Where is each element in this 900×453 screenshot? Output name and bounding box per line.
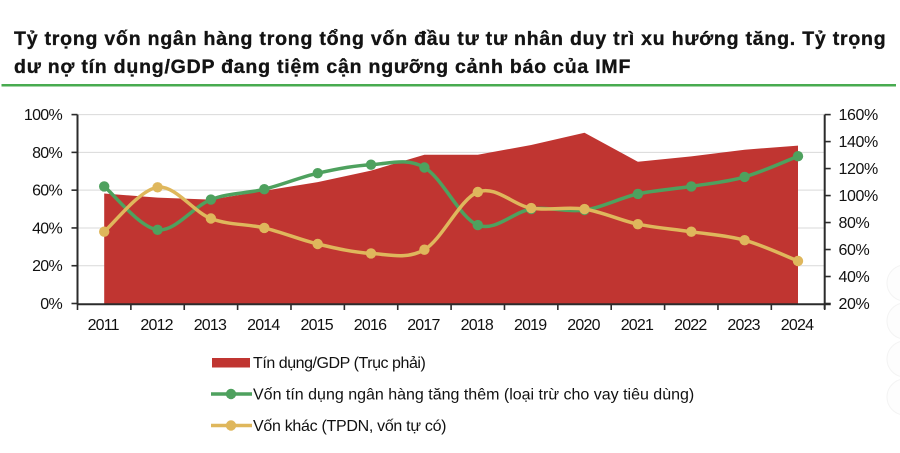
svg-text:2024: 2024 bbox=[781, 317, 814, 334]
svg-text:60%: 60% bbox=[32, 183, 62, 200]
svg-text:Tỷ trọng vốn ngân hàng trong t: Tỷ trọng vốn ngân hàng trong tổng vốn đầ… bbox=[14, 28, 886, 50]
svg-text:Vốn tín dụng ngân hàng tăng th: Vốn tín dụng ngân hàng tăng thêm (loại t… bbox=[253, 387, 694, 404]
svg-text:2012: 2012 bbox=[140, 317, 173, 334]
svg-text:20%: 20% bbox=[32, 258, 62, 275]
svg-text:Tín dụng/GDP (Trục phải): Tín dụng/GDP (Trục phải) bbox=[253, 355, 426, 372]
svg-text:2016: 2016 bbox=[354, 317, 387, 334]
svg-text:140%: 140% bbox=[839, 134, 878, 151]
svg-text:60%: 60% bbox=[839, 242, 870, 259]
svg-text:dư nợ tín dụng/GDP đang tiệm c: dư nợ tín dụng/GDP đang tiệm cận ngưỡng … bbox=[14, 56, 631, 78]
svg-text:40%: 40% bbox=[839, 269, 870, 286]
svg-text:0%: 0% bbox=[40, 296, 62, 313]
svg-text:2011: 2011 bbox=[88, 317, 120, 334]
svg-text:2021: 2021 bbox=[621, 317, 654, 334]
svg-text:40%: 40% bbox=[32, 220, 62, 237]
svg-text:120%: 120% bbox=[839, 161, 878, 178]
svg-text:80%: 80% bbox=[839, 215, 870, 232]
svg-text:2023: 2023 bbox=[727, 317, 760, 334]
svg-text:Vốn khác (TPDN, vốn tự có): Vốn khác (TPDN, vốn tự có) bbox=[253, 418, 446, 435]
svg-text:160%: 160% bbox=[839, 107, 878, 124]
svg-text:2015: 2015 bbox=[300, 317, 333, 334]
svg-text:2018: 2018 bbox=[461, 317, 494, 334]
svg-text:2019: 2019 bbox=[514, 317, 547, 334]
svg-text:2017: 2017 bbox=[407, 317, 440, 334]
svg-text:2020: 2020 bbox=[567, 317, 600, 334]
svg-text:80%: 80% bbox=[32, 145, 62, 162]
svg-text:2022: 2022 bbox=[674, 317, 707, 334]
svg-text:2014: 2014 bbox=[247, 317, 280, 334]
svg-text:100%: 100% bbox=[839, 188, 878, 205]
svg-text:20%: 20% bbox=[839, 296, 870, 313]
svg-text:2013: 2013 bbox=[194, 317, 227, 334]
svg-text:100%: 100% bbox=[24, 107, 63, 124]
